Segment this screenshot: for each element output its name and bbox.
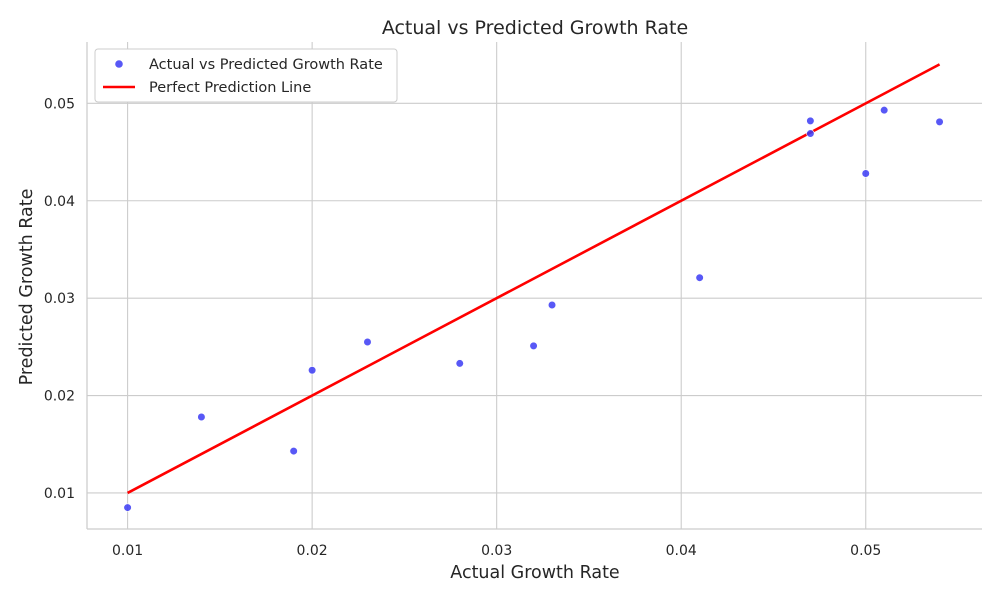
legend-scatter-marker [115, 60, 123, 68]
scatter-point [455, 359, 464, 368]
scatter-point [695, 273, 704, 282]
legend-box [94, 48, 398, 103]
legend-label-line: Perfect Prediction Line [149, 80, 311, 96]
perfect-prediction-line-segment [126, 63, 941, 495]
scatter-point [806, 116, 815, 125]
perfect-prediction-line [126, 63, 941, 495]
y-tick-label: 0.02 [44, 389, 75, 405]
chart-title: Actual vs Predicted Growth Rate [382, 17, 688, 39]
scatter-point [123, 503, 132, 512]
scatter-point [197, 412, 206, 422]
legend: Actual vs Predicted Growth Rate Perfect … [94, 48, 398, 103]
x-tick-label: 0.05 [850, 543, 881, 559]
x-tick-label: 0.02 [297, 543, 328, 559]
scatter-point [861, 169, 870, 178]
scatter-point [363, 337, 372, 347]
scatter-point [308, 366, 317, 375]
scatter-points [123, 106, 944, 512]
scatter-point [289, 446, 298, 456]
x-tick-label: 0.04 [666, 543, 697, 559]
grid [87, 42, 982, 529]
x-tick-label: 0.01 [112, 543, 143, 559]
scatter-point [935, 117, 944, 126]
x-tick-labels: 0.01 0.02 0.03 0.04 0.05 [112, 543, 881, 559]
y-axis-label: Predicted Growth Rate [17, 189, 37, 386]
y-tick-labels: 0.01 0.02 0.03 0.04 0.05 [44, 96, 75, 502]
y-tick-label: 0.01 [44, 486, 75, 502]
axes [86, 42, 982, 530]
scatter-point [547, 300, 557, 310]
scatter-point [529, 341, 538, 350]
scatter-point [880, 106, 889, 115]
y-tick-label: 0.03 [44, 291, 75, 307]
y-tick-label: 0.04 [44, 194, 75, 210]
scatter-point [806, 129, 815, 138]
y-tick-label: 0.05 [44, 96, 75, 112]
x-axis-label: Actual Growth Rate [450, 563, 619, 583]
x-tick-label: 0.03 [481, 543, 512, 559]
legend-label-scatter: Actual vs Predicted Growth Rate [149, 57, 383, 73]
